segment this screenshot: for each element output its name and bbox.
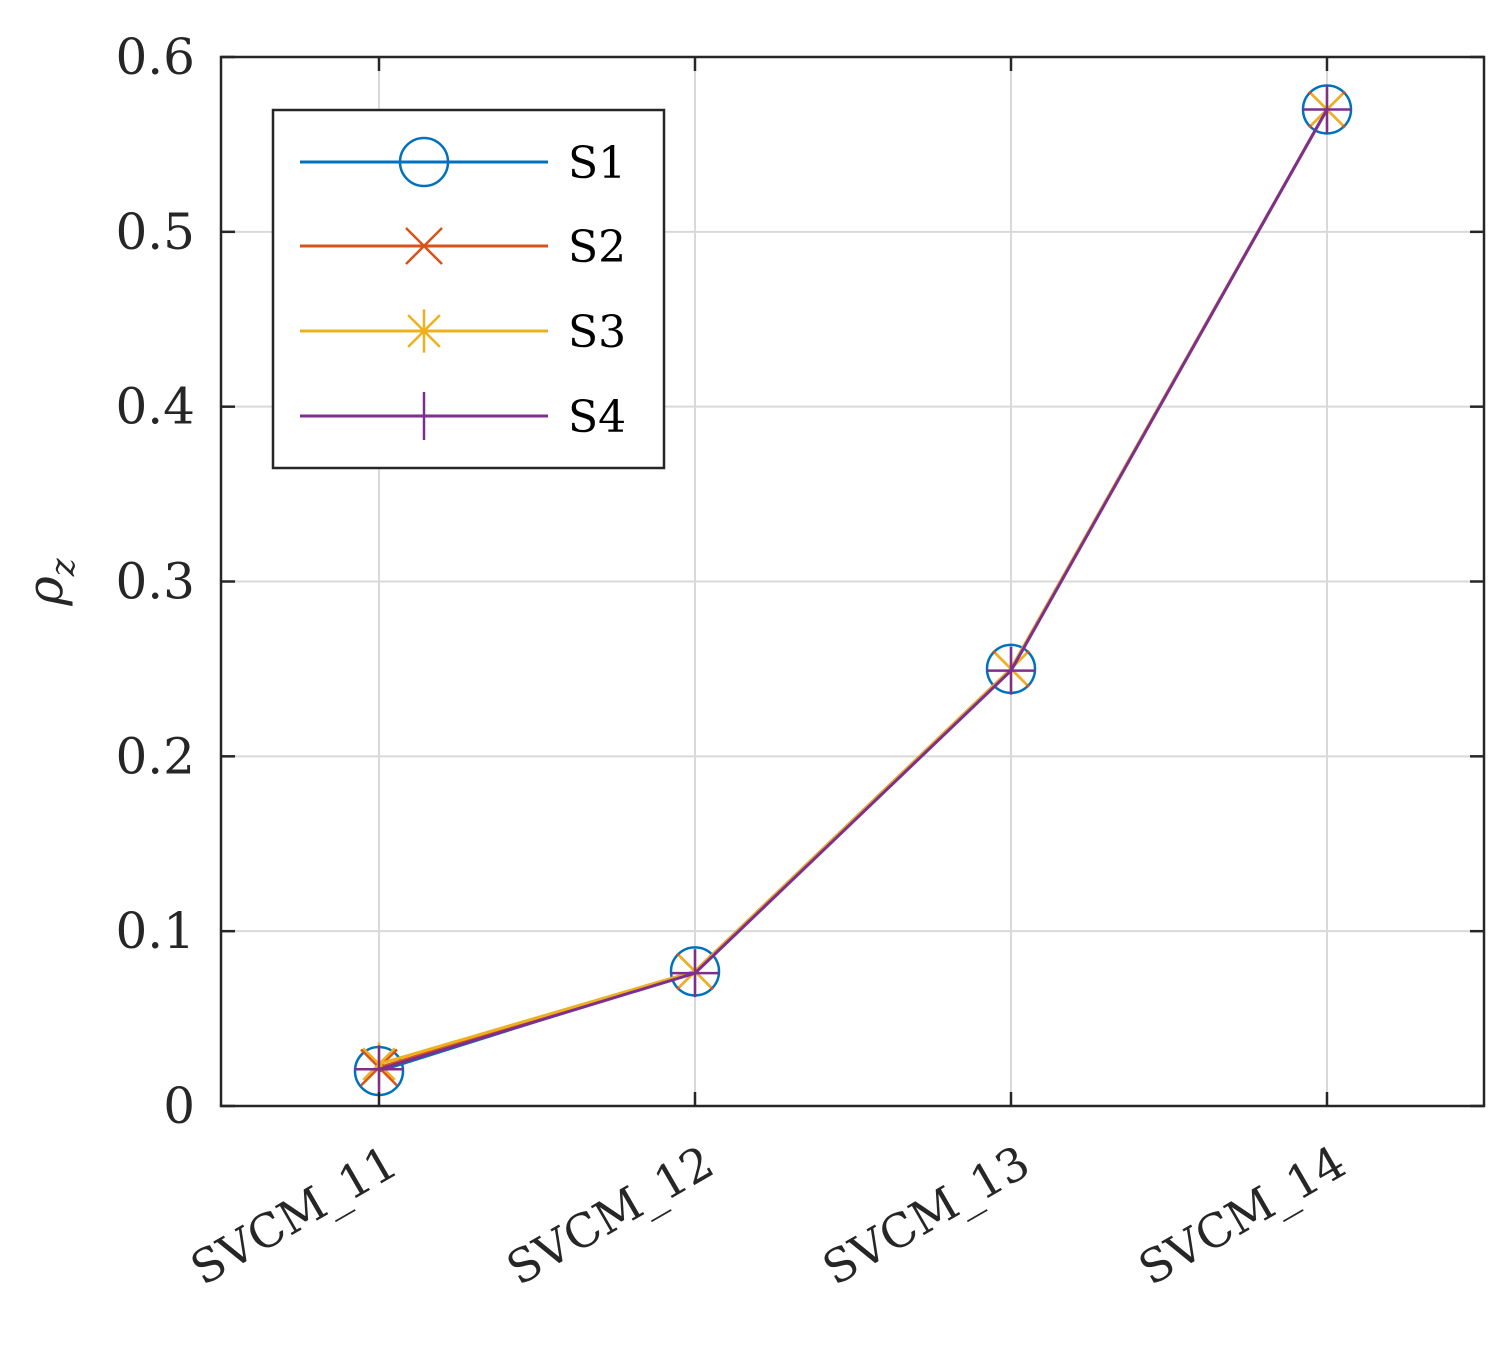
plus-marker: [671, 949, 719, 998]
y-tick-label: 0.4: [115, 378, 195, 436]
y-axis-label: ρz: [16, 557, 83, 606]
series-layer: [353, 84, 1353, 1097]
plus-marker: [987, 646, 1035, 695]
legend-label-S2: S2: [568, 222, 626, 273]
y-tick-label: 0.2: [115, 727, 195, 785]
asterisk-marker: [407, 309, 441, 353]
x-marker: [405, 227, 443, 265]
y-tick-label: 0: [163, 1077, 195, 1135]
ticks: [221, 55, 1484, 1108]
x-tick-label: SVCM_14: [1130, 1135, 1355, 1296]
y-axis-label-main: ρ: [16, 576, 74, 607]
plus-marker: [400, 392, 448, 440]
x-tick-label: SVCM_12: [498, 1135, 723, 1296]
circle-marker: [398, 136, 450, 188]
x-tick-label: SVCM_11: [182, 1135, 407, 1296]
plus-marker: [1303, 85, 1351, 134]
legend-label-S3: S3: [568, 307, 626, 358]
plus-marker: [355, 1045, 403, 1094]
x-tick-labels: SVCM_11 SVCM_12 SVCM_13 SVCM_14: [182, 1135, 1355, 1296]
y-tick-label: 0.5: [115, 203, 195, 261]
legend-box: [271, 108, 666, 470]
legend-label-S1: S1: [568, 138, 626, 189]
y-axis-label-sub: z: [43, 557, 83, 577]
y-tick-labels: 0 0.1 0.2 0.3 0.4 0.5 0.6: [115, 28, 195, 1135]
x-marker-stroke: [405, 227, 443, 265]
asterisk-marker-stroke: [407, 314, 441, 348]
legend-label-S4: S4: [568, 392, 626, 443]
y-tick-label: 0.6: [115, 28, 195, 86]
series-line-S4: [378, 108, 1329, 1071]
x-tick-label: SVCM_13: [814, 1135, 1039, 1296]
circle-marker-shape: [398, 136, 450, 188]
y-tick-label: 0.3: [115, 553, 195, 611]
y-tick-label: 0.1: [115, 902, 195, 960]
legend: S1 S2 S3 S4: [271, 108, 666, 470]
